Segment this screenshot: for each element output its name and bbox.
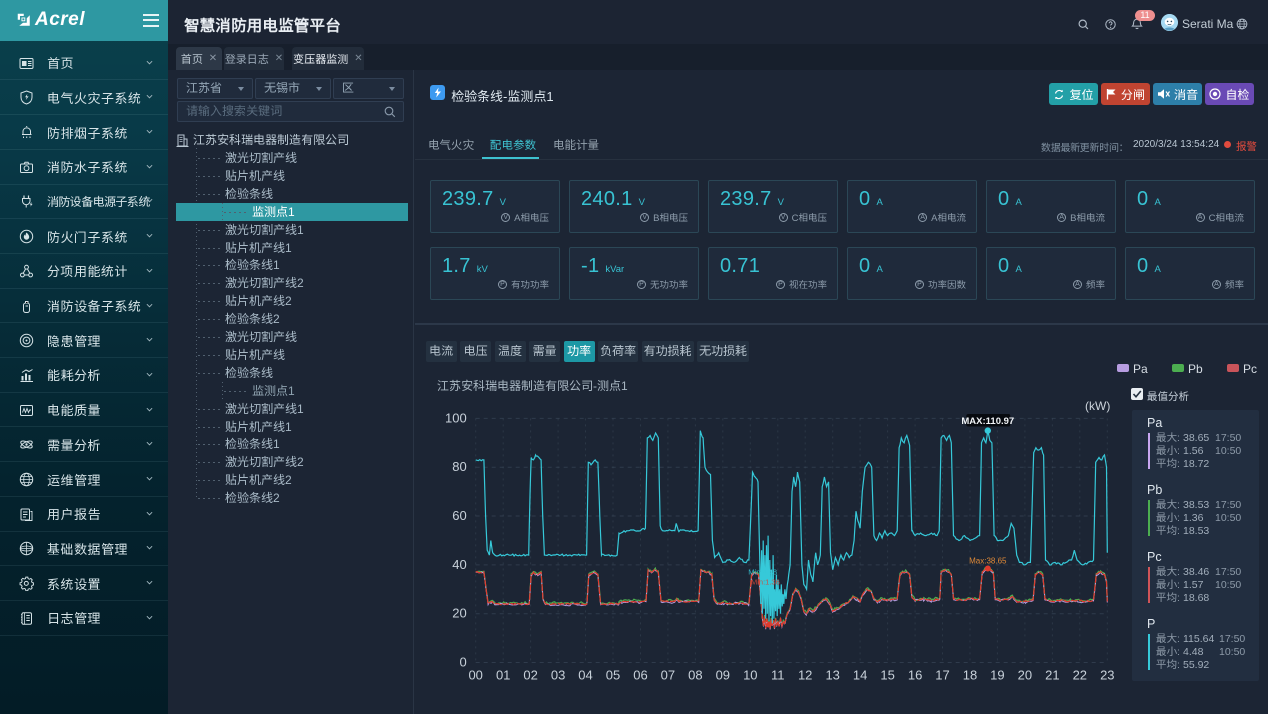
svg-text:20: 20 bbox=[452, 606, 466, 621]
svg-text:15: 15 bbox=[880, 668, 894, 683]
svg-text:09: 09 bbox=[716, 668, 730, 683]
svg-text:16: 16 bbox=[908, 668, 922, 683]
svg-text:Min:4.48: Min:4.48 bbox=[748, 568, 777, 577]
svg-text:23: 23 bbox=[1100, 668, 1114, 683]
svg-text:06: 06 bbox=[633, 668, 647, 683]
svg-text:19: 19 bbox=[990, 668, 1004, 683]
svg-text:17: 17 bbox=[935, 668, 949, 683]
svg-text:07: 07 bbox=[661, 668, 675, 683]
svg-text:04: 04 bbox=[578, 668, 592, 683]
svg-text:0: 0 bbox=[459, 655, 466, 670]
svg-text:Max:38.65: Max:38.65 bbox=[969, 557, 1007, 566]
svg-text:60: 60 bbox=[452, 508, 466, 523]
svg-text:80: 80 bbox=[452, 459, 466, 474]
svg-text:20: 20 bbox=[1018, 668, 1032, 683]
svg-text:01: 01 bbox=[496, 668, 510, 683]
svg-text:00: 00 bbox=[468, 668, 482, 683]
svg-text:12: 12 bbox=[798, 668, 812, 683]
svg-text:10: 10 bbox=[743, 668, 757, 683]
svg-text:MAX:110.97: MAX:110.97 bbox=[961, 416, 1014, 427]
svg-text:40: 40 bbox=[452, 557, 466, 572]
svg-text:13: 13 bbox=[825, 668, 839, 683]
svg-text:11: 11 bbox=[771, 668, 785, 683]
svg-text:Min:1.36: Min:1.36 bbox=[751, 577, 780, 586]
svg-text:22: 22 bbox=[1073, 668, 1087, 683]
svg-text:05: 05 bbox=[606, 668, 620, 683]
svg-text:02: 02 bbox=[523, 668, 537, 683]
svg-text:18: 18 bbox=[963, 668, 977, 683]
svg-text:14: 14 bbox=[853, 668, 867, 683]
svg-text:100: 100 bbox=[445, 410, 467, 425]
svg-text:21: 21 bbox=[1045, 668, 1059, 683]
svg-text:03: 03 bbox=[551, 668, 565, 683]
svg-text:08: 08 bbox=[688, 668, 702, 683]
